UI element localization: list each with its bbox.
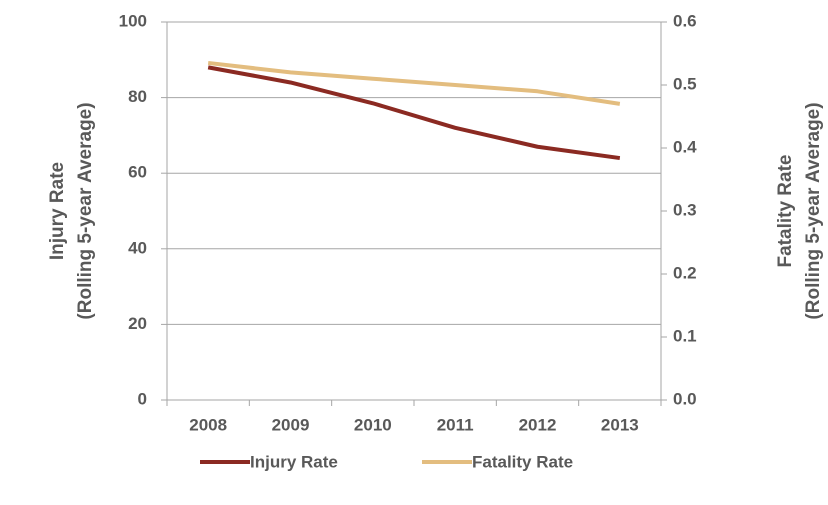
y2-tick-label: 0.5	[673, 74, 697, 93]
legend-label: Fatality Rate	[472, 452, 573, 471]
x-tick-label: 2012	[519, 415, 557, 434]
y-tick-label: 80	[128, 87, 147, 106]
y-tick-label: 60	[128, 163, 147, 182]
y-tick-label: 100	[119, 11, 147, 30]
y2-tick-label: 0.1	[673, 326, 697, 345]
y-tick-label: 0	[138, 389, 147, 408]
y2-axis-title: Fatality Rate	[775, 155, 796, 268]
x-tick-label: 2008	[189, 415, 227, 434]
y2-tick-label: 0.0	[673, 389, 697, 408]
legend-label: Injury Rate	[250, 452, 338, 471]
line-series	[207, 65, 621, 161]
line-series	[207, 60, 621, 106]
y-tick-label: 20	[128, 314, 147, 333]
y-axis-title: (Rolling 5-year Average)	[75, 102, 96, 319]
y2-axis-title: (Rolling 5-year Average)	[803, 102, 824, 319]
y-axis-title: Injury Rate	[47, 162, 68, 260]
y2-tick-label: 0.2	[673, 263, 697, 282]
x-tick-label: 2013	[601, 415, 639, 434]
y2-tick-label: 0.6	[673, 11, 697, 30]
y2-tick-label: 0.4	[673, 137, 697, 156]
y-tick-label: 40	[128, 238, 147, 257]
y2-tick-label: 0.3	[673, 200, 697, 219]
x-tick-label: 2010	[354, 415, 392, 434]
x-tick-label: 2009	[272, 415, 310, 434]
x-tick-label: 2011	[437, 415, 474, 434]
